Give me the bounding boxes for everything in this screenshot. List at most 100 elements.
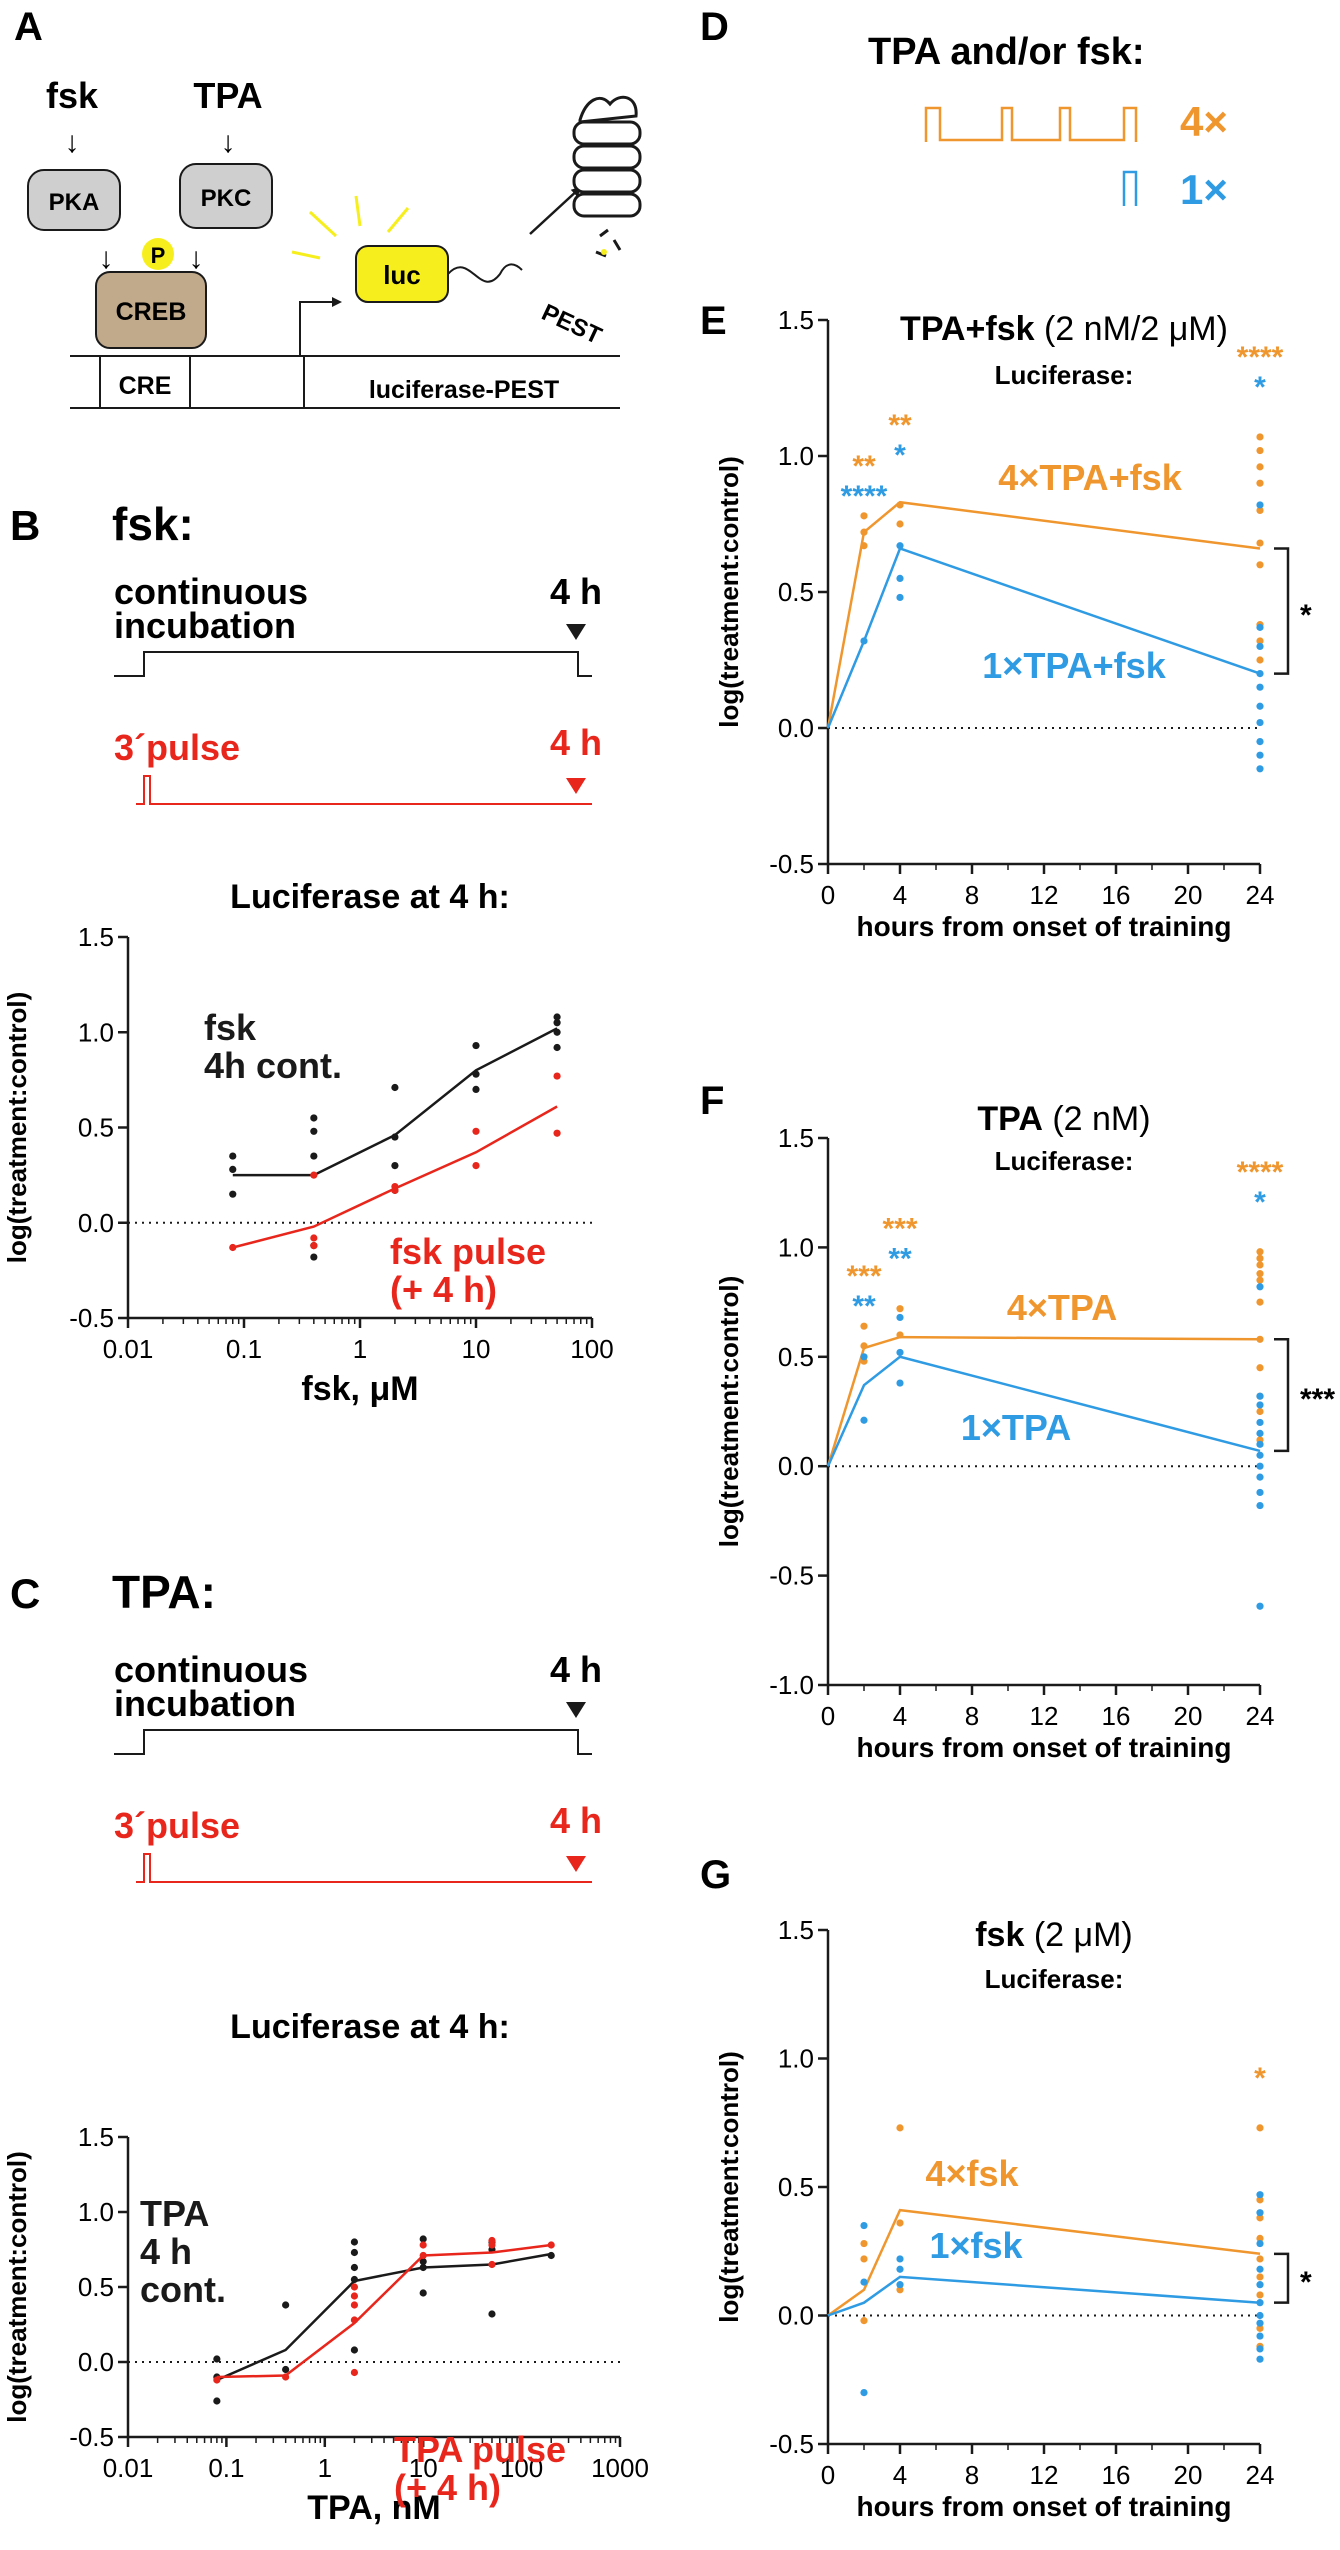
data-point <box>1256 479 1264 487</box>
x-tick-label: 1000 <box>591 2453 649 2483</box>
phospho-icon <box>142 238 174 270</box>
series-annotation: 1×TPA <box>961 1407 1071 1448</box>
series-annotation: fsk <box>204 1007 257 1048</box>
panel-c-time-red: 4 h <box>550 1800 602 1841</box>
chart-title: TPA (2 nM) <box>977 1100 1150 1138</box>
x-tick-label: 4 <box>893 1701 907 1731</box>
series-line-0 <box>826 500 1261 729</box>
panel-b-continuous-2: incubation <box>114 605 296 646</box>
x-tick-label: 20 <box>1174 1701 1203 1731</box>
proteasome-icon <box>572 95 642 258</box>
x-axis-label: hours from onset of training <box>857 1732 1232 1763</box>
data-point <box>1256 2324 1264 2332</box>
pkc-arrow-icon: ↓ <box>189 242 204 275</box>
significance-stars: **** <box>1237 1156 1284 1189</box>
data-point <box>350 2301 359 2309</box>
chart-title-detail: (2 nM) <box>1052 1100 1150 1138</box>
data-point <box>1256 433 1264 441</box>
panel-b-schematic: B fsk: continuous incubation 4 h 3´pulse… <box>10 498 602 805</box>
data-point <box>229 1152 237 1160</box>
data-point <box>391 1186 399 1194</box>
chart-title: TPA+fsk (2 nM/2 μM) <box>900 310 1228 348</box>
y-axis-label: log(treatment:control) <box>714 1276 744 1548</box>
chart-title-space <box>1024 1916 1033 1954</box>
series-line-1 <box>826 1355 1261 1467</box>
y-tick-label: 0.5 <box>78 1113 114 1143</box>
panel-b-time-red: 4 h <box>550 722 602 763</box>
chart-b-dose-response-fsk: -0.5 0.0 0.5 1.0 1.5 0.01 0.1 1 10 100 fsk, μM log(… <box>2 878 614 1408</box>
panel-c-title: TPA: <box>112 1566 216 1618</box>
data-point <box>1256 683 1264 691</box>
data-point <box>860 1342 868 1350</box>
y-tick-label: -0.5 <box>69 1303 114 1333</box>
data-point <box>860 2278 868 2286</box>
x-tick-label: 0.01 <box>103 1334 154 1364</box>
bracket-stars: * <box>1300 2266 1312 2299</box>
data-point <box>1256 623 1264 631</box>
data-point <box>1256 2255 1264 2263</box>
chart-g-timecourse-fsk: -0.5 0.0 0.5 1.0 1.5 0 4 8 12 16 20 24 hours from on… <box>714 1915 1312 2522</box>
panel-c-pulse-trace <box>136 1853 592 1883</box>
data-point <box>1256 637 1264 645</box>
x-tick-label: 0 <box>821 880 835 910</box>
y-tick-label: 1.5 <box>778 305 814 335</box>
data-point <box>1256 501 1264 509</box>
x-tick-label: 10 <box>409 2453 438 2483</box>
data-point <box>1256 463 1264 471</box>
data-point <box>1256 1392 1264 1400</box>
data-point <box>896 1379 904 1387</box>
y-tick-label: 1.5 <box>78 2122 114 2152</box>
chart-subtitle: Luciferase: <box>985 1964 1124 1994</box>
y-tick-label: 0.5 <box>778 1342 814 1372</box>
chart-title-space <box>1035 310 1044 348</box>
y-tick-label: 1.5 <box>778 1915 814 1945</box>
chart-title-detail: (2 nM/2 μM) <box>1044 310 1228 348</box>
data-point <box>1256 1364 1264 1372</box>
panel-c-letter: C <box>10 1570 40 1617</box>
series-line-0 <box>826 1335 1261 1467</box>
data-point <box>860 2255 868 2263</box>
data-point <box>472 1041 480 1050</box>
x-tick-label: 4 <box>893 2460 907 2490</box>
significance-bracket <box>1274 1338 1290 1453</box>
data-point <box>229 1243 237 1252</box>
data-point <box>1256 718 1264 727</box>
panel-a: A fsk TPA ↓ ↓ PKA PKC ↓ ↓ P CREB CRE luc… <box>14 5 642 409</box>
x-tick-label: 0.01 <box>103 2453 154 2483</box>
panel-d-title: TPA and/or fsk: <box>868 31 1145 73</box>
data-point <box>229 1190 237 1198</box>
data-point <box>1256 2291 1264 2299</box>
data-point <box>213 2355 221 2363</box>
data-point <box>419 2235 427 2243</box>
data-point <box>1256 2281 1264 2289</box>
x-tick-label: 0.1 <box>226 1334 262 1364</box>
panel-d-1x-label: 1× <box>1180 166 1228 213</box>
fsk-arrow-icon: ↓ <box>65 126 80 159</box>
series-line-1 <box>826 546 1261 729</box>
phospho-label: P <box>151 243 166 268</box>
panel-c-continuous-2: incubation <box>114 1683 296 1724</box>
panel-c-time-black: 4 h <box>550 1649 602 1690</box>
data-point <box>1256 1261 1264 1269</box>
data-point <box>391 1083 399 1092</box>
data-point <box>282 2373 290 2381</box>
data-point <box>1256 1270 1264 1278</box>
data-point <box>1256 1276 1264 1284</box>
data-point <box>896 1305 904 1313</box>
series-line-1 <box>216 2243 552 2379</box>
panel-c-schematic: C TPA: continuous incubation 4 h 3´pulse… <box>10 1566 602 1883</box>
data-point <box>860 528 868 536</box>
data-point <box>1256 539 1264 547</box>
significance-stars: * <box>1254 2062 1266 2095</box>
y-tick-label: 1.0 <box>778 1232 814 1262</box>
y-tick-label: -0.5 <box>69 2422 114 2452</box>
data-point <box>229 1165 237 1174</box>
x-tick-label: 0 <box>821 2460 835 2490</box>
data-point <box>860 1322 868 1330</box>
significance-bracket <box>1274 547 1290 675</box>
panel-e-letter: E <box>700 299 727 343</box>
data-point <box>553 1072 561 1080</box>
data-point <box>860 512 868 520</box>
significance-stars: ** <box>852 1290 876 1323</box>
panel-d-4x-trace <box>924 106 1138 142</box>
